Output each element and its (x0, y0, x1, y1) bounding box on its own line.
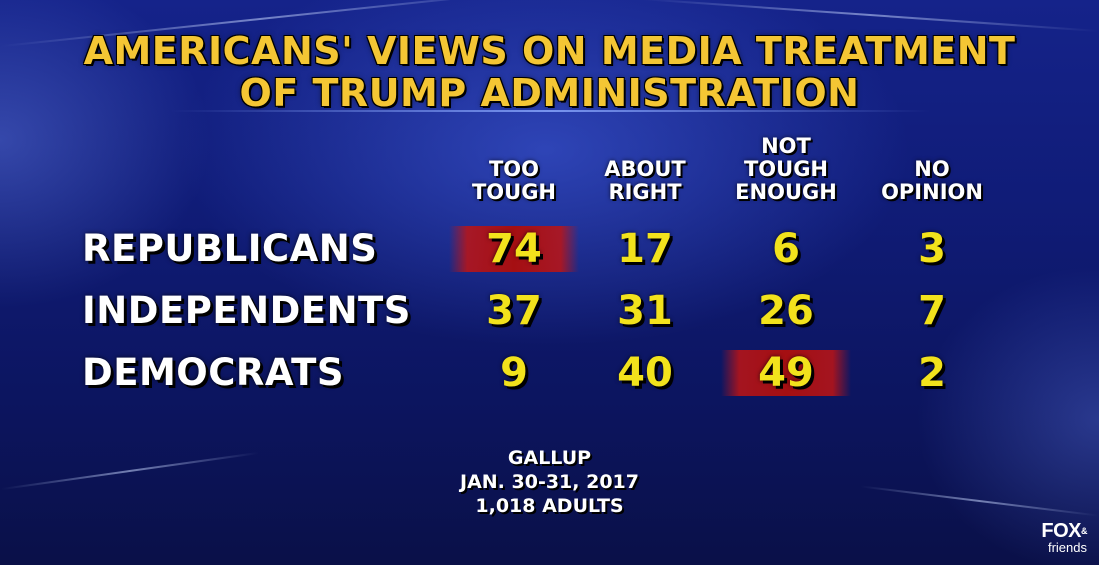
row-label-independents: INDEPENDENTS (82, 289, 411, 332)
chart-title-line-1: AMERICANS' VIEWS ON MEDIA TREATMENT (83, 29, 1016, 73)
light-streak (640, 0, 1099, 33)
source-line-3: 1,018 ADULTS (475, 495, 624, 517)
column-header-line: TOO (488, 157, 540, 181)
chart-title-line-2: OF TRUMP ADMINISTRATION (239, 71, 860, 115)
column-header-line: ENOUGH (735, 180, 837, 204)
column-header-1: ABOUT RIGHT (570, 158, 720, 204)
value-cell: 40 (617, 350, 673, 396)
logo-fox-word: FOX (1041, 520, 1081, 542)
title-underline (170, 110, 930, 112)
logo-ampersand: & (1081, 526, 1088, 536)
logo-friends-text: friends (1047, 540, 1087, 555)
column-header-line: RIGHT (608, 180, 682, 204)
value-cell: 2 (918, 350, 946, 396)
highlighted-value-cell: 49 (721, 350, 851, 396)
row-label-democrats: DEMOCRATS (82, 351, 345, 394)
column-header-line: TOUGH (743, 157, 829, 181)
column-header-line: TOUGH (471, 180, 557, 204)
value-cell: 9 (500, 350, 528, 396)
column-header-line: OPINION (881, 180, 983, 204)
value-cell: 7 (918, 288, 946, 334)
column-header-line: NO (914, 157, 950, 181)
column-header-2: NOT TOUGH ENOUGH (711, 135, 861, 204)
value-cell: 6 (772, 226, 800, 272)
value-cell: 26 (758, 288, 814, 334)
column-header-3: NO OPINION (857, 158, 1007, 204)
value-cell: 31 (617, 288, 673, 334)
source-line-1: GALLUP (507, 447, 592, 469)
value-cell: 17 (617, 226, 673, 272)
source-line-2: JAN. 30-31, 2017 (460, 471, 639, 493)
column-header-line: NOT (761, 134, 811, 158)
column-header-line: ABOUT (604, 157, 686, 181)
highlighted-value-cell: 74 (449, 226, 579, 272)
value-cell: 3 (918, 226, 946, 272)
logo-fox-text: FOX& (1017, 521, 1087, 541)
source-note: GALLUP JAN. 30-31, 2017 1,018 ADULTS (0, 446, 1099, 518)
fox-and-friends-logo: FOX& friends (1017, 521, 1087, 555)
chart-title: AMERICANS' VIEWS ON MEDIA TREATMENT OF T… (0, 30, 1099, 114)
row-label-republicans: REPUBLICANS (82, 227, 378, 270)
value-cell: 37 (486, 288, 542, 334)
column-header-0: TOO TOUGH (439, 158, 589, 204)
